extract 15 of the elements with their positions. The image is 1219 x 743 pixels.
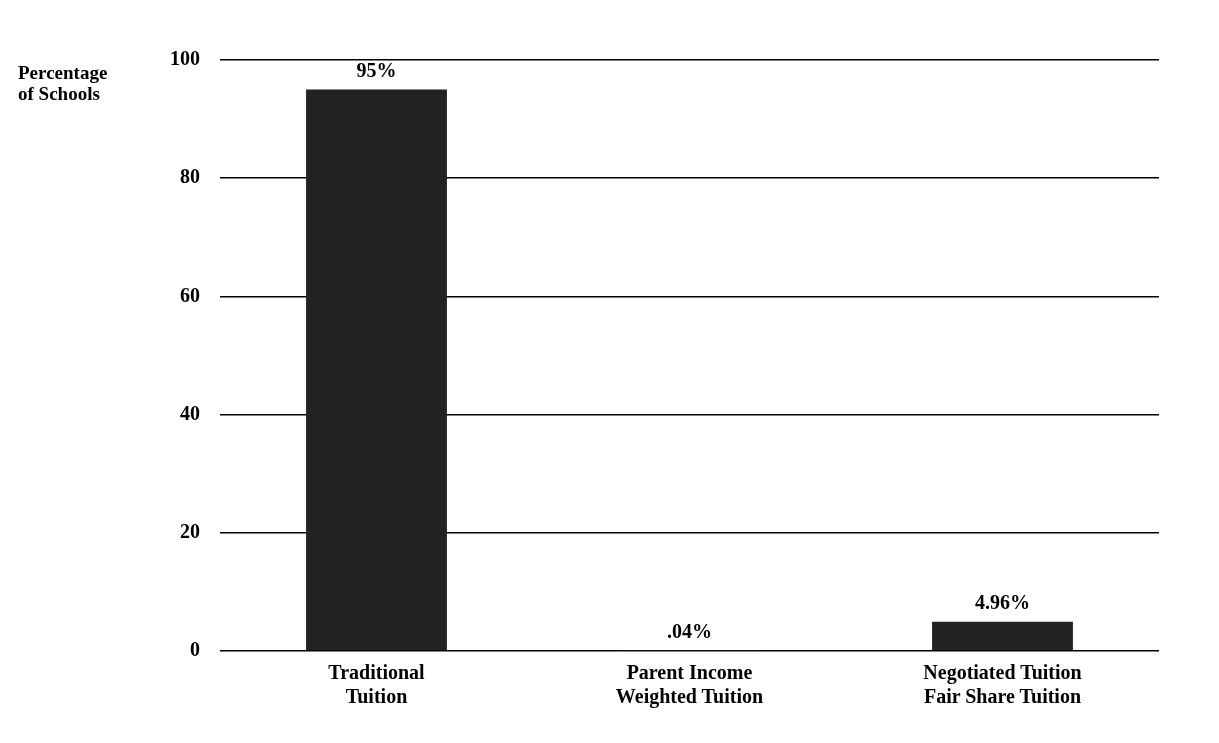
y-tick-label: 100 xyxy=(170,47,200,70)
data-label: .04% xyxy=(667,619,712,642)
data-label: 95% xyxy=(356,58,397,81)
y-axis-title: Percentage of Schools xyxy=(18,62,108,104)
y-tick-label: 20 xyxy=(180,519,200,542)
data-label: 4.96% xyxy=(975,590,1030,613)
x-tick-label: Traditional Tuition xyxy=(328,661,426,708)
y-tick-label: 80 xyxy=(180,165,200,188)
bar xyxy=(306,89,447,651)
bar xyxy=(932,621,1073,651)
x-tick-label: Negotiated Tuition Fair Share Tuition xyxy=(923,661,1082,708)
y-tick-label: 60 xyxy=(180,283,200,306)
y-tick-label: 0 xyxy=(190,638,200,661)
x-tick-label: Parent Income Weighted Tuition xyxy=(615,661,764,709)
y-tick-label: 40 xyxy=(180,401,200,424)
